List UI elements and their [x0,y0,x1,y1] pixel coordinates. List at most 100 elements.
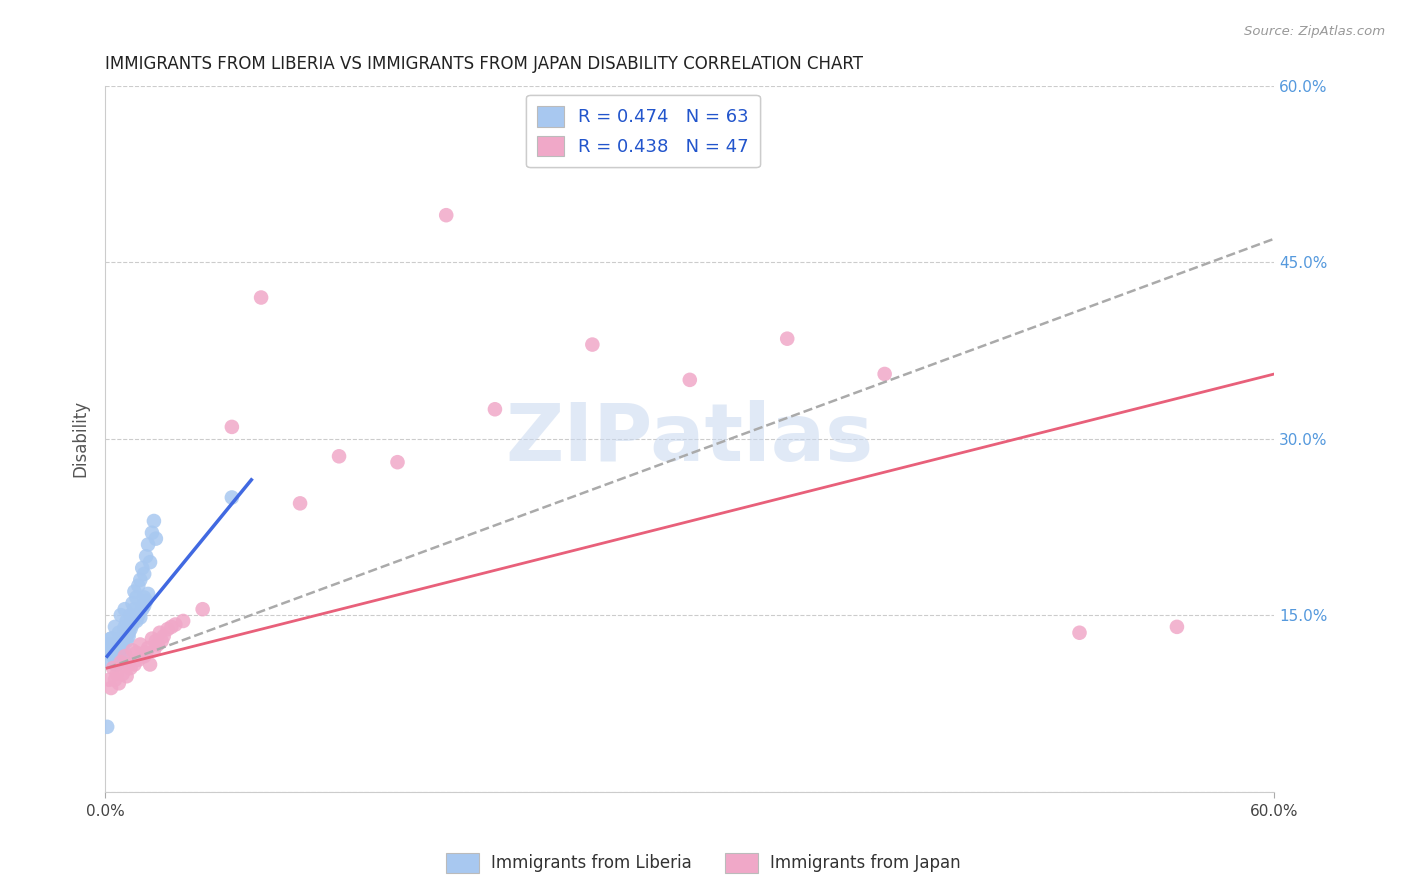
Point [146,638,169,652]
Point [117,629,139,643]
Point [100,632,122,646]
Point [104,620,127,634]
Point [191,602,214,616]
Point [114,620,136,634]
Point [776,332,799,346]
Point [679,373,702,387]
Point [117,657,139,672]
Point [121,643,143,657]
Point [105,666,128,681]
Point [121,617,143,632]
Point [136,537,159,551]
Point [131,561,153,575]
Point [101,638,124,652]
Point [110,638,132,652]
Point [141,525,163,540]
Point [142,643,165,657]
Point [135,549,157,564]
Point [581,337,603,351]
Point [328,450,350,464]
Text: Source: ZipAtlas.com: Source: ZipAtlas.com [1244,25,1385,38]
Point [110,608,132,623]
Point [134,591,156,605]
Point [125,614,148,628]
Point [125,646,148,660]
Point [105,643,128,657]
Point [104,657,127,672]
Point [115,634,138,648]
Point [135,594,157,608]
Point [145,634,167,648]
Point [873,367,896,381]
Point [104,649,127,664]
Point [221,420,243,434]
Point [120,661,142,675]
Point [101,649,124,664]
Point [149,625,172,640]
Point [120,622,142,636]
Text: IMMIGRANTS FROM LIBERIA VS IMMIGRANTS FROM JAPAN DISABILITY CORRELATION CHART: IMMIGRANTS FROM LIBERIA VS IMMIGRANTS FR… [105,55,863,73]
Point [250,291,273,305]
Point [108,676,131,690]
Point [124,602,146,616]
Point [141,632,163,646]
Point [134,566,156,581]
Point [105,657,128,672]
Point [221,491,243,505]
Point [104,653,127,667]
Point [105,653,128,667]
Point [135,646,157,660]
Point [98,638,121,652]
Point [114,646,136,660]
Point [111,634,134,648]
Point [98,643,121,657]
Point [111,638,134,652]
Point [111,632,134,646]
Point [150,634,173,648]
Point [127,579,149,593]
Point [110,632,132,646]
Legend: R = 0.474   N = 63, R = 0.438   N = 47: R = 0.474 N = 63, R = 0.438 N = 47 [526,95,759,167]
Point [484,402,506,417]
Point [139,555,162,569]
Point [136,640,159,655]
Point [100,681,122,695]
Point [152,629,174,643]
Point [104,673,127,687]
Point [288,496,311,510]
Point [1166,620,1188,634]
Point [98,673,121,687]
Point [117,625,139,640]
Point [115,669,138,683]
Point [134,599,156,613]
Point [172,614,194,628]
Point [124,584,146,599]
Y-axis label: Disability: Disability [72,401,89,477]
Legend: Immigrants from Liberia, Immigrants from Japan: Immigrants from Liberia, Immigrants from… [439,847,967,880]
Point [160,620,183,634]
Point [156,622,179,636]
Point [114,649,136,664]
Point [110,640,132,655]
Point [129,610,152,624]
Point [139,657,162,672]
Point [108,646,131,660]
Point [96,720,118,734]
Point [101,646,124,660]
Point [111,666,134,681]
Point [136,587,159,601]
Point [108,625,131,640]
Point [108,649,131,664]
Point [1069,625,1091,640]
Point [101,661,124,675]
Point [127,653,149,667]
Text: ZIPatlas: ZIPatlas [506,400,875,477]
Point [125,591,148,605]
Point [129,638,152,652]
Point [387,455,409,469]
Point [115,625,138,640]
Point [165,617,187,632]
Point [124,657,146,672]
Point [129,573,152,587]
Point [131,649,153,664]
